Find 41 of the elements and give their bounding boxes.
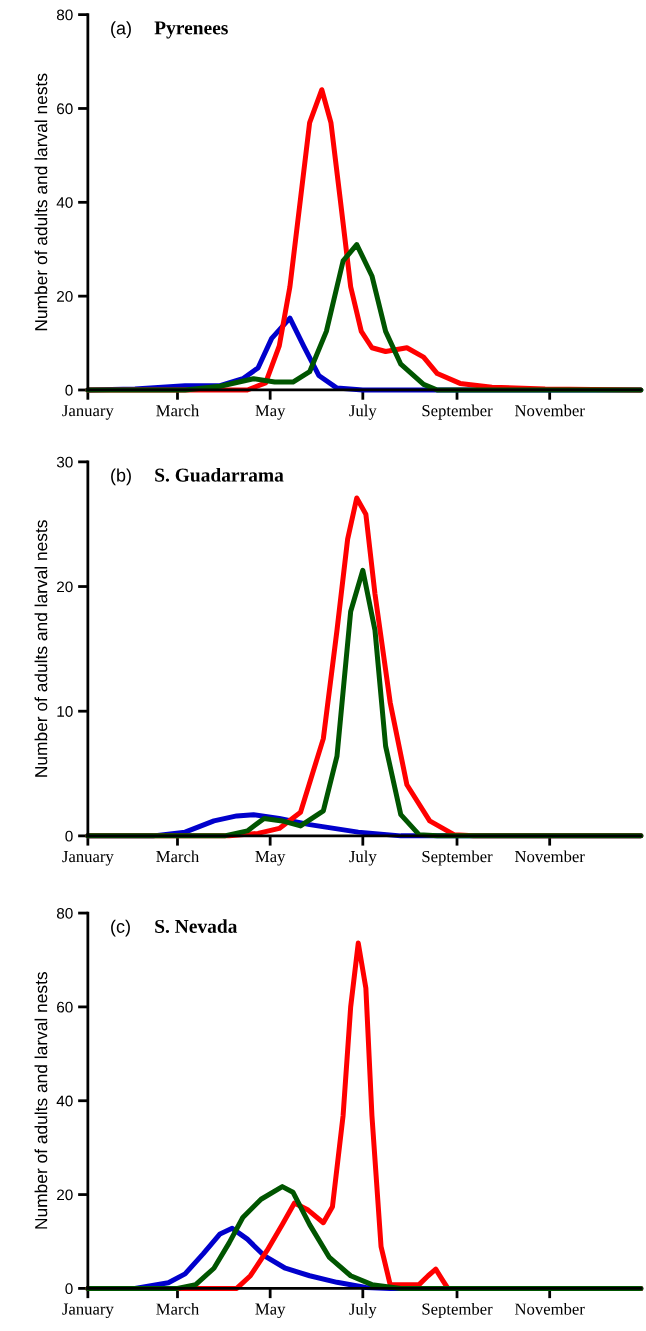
- x-tick-label: September: [422, 850, 493, 866]
- x-tick-label: March: [156, 850, 200, 863]
- x-tick-label: July: [349, 1302, 377, 1319]
- annotation: (c): [111, 919, 130, 937]
- annotation: (b): [111, 468, 131, 486]
- x-tick-label: July: [349, 404, 377, 420]
- y-tick-label: 80: [56, 9, 73, 21]
- x-tick-label: May: [255, 405, 286, 420]
- y-axis-title: Number of adults and larval nests: [34, 73, 48, 331]
- y-axis-title: Number of adults and larval nests: [34, 972, 48, 1229]
- x-tick-label: January: [62, 851, 114, 866]
- y-tick-label: 10: [57, 706, 73, 717]
- y-tick-label: 20: [57, 1189, 73, 1201]
- x-tick-label: July: [349, 850, 377, 866]
- y-tick-label: 0: [65, 384, 73, 396]
- y-tick-label: 30: [56, 456, 73, 468]
- x-tick-label: January: [62, 1303, 114, 1319]
- x-tick-label: March: [156, 404, 200, 417]
- y-tick-label: 60: [57, 1001, 73, 1013]
- chart-title: S. Guadarrama: [155, 468, 284, 482]
- x-tick-label: January: [62, 405, 114, 420]
- x-tick-label: November: [514, 404, 585, 417]
- y-tick-label: 40: [56, 197, 73, 208]
- chart-title: Pyrenees: [154, 21, 228, 39]
- x-tick-label: May: [255, 1303, 286, 1319]
- chart-title: S. Nevada: [155, 919, 238, 934]
- y-axis-title: Number of adults and larval nests: [34, 520, 48, 777]
- y-tick-label: 20: [57, 291, 73, 302]
- y-tick-label: 40: [56, 1095, 73, 1107]
- y-tick-label: 0: [65, 830, 73, 842]
- x-tick-label: September: [422, 1302, 493, 1319]
- y-tick-label: 60: [57, 103, 73, 115]
- x-tick-label: May: [255, 851, 286, 866]
- y-tick-label: 80: [56, 907, 73, 919]
- x-tick-label: November: [514, 850, 585, 863]
- x-tick-label: March: [156, 1302, 200, 1315]
- annotation: (a): [111, 21, 131, 39]
- x-tick-label: November: [514, 1302, 585, 1315]
- y-tick-label: 20: [57, 581, 73, 593]
- y-tick-label: 0: [65, 1283, 73, 1295]
- x-tick-label: September: [422, 404, 493, 420]
